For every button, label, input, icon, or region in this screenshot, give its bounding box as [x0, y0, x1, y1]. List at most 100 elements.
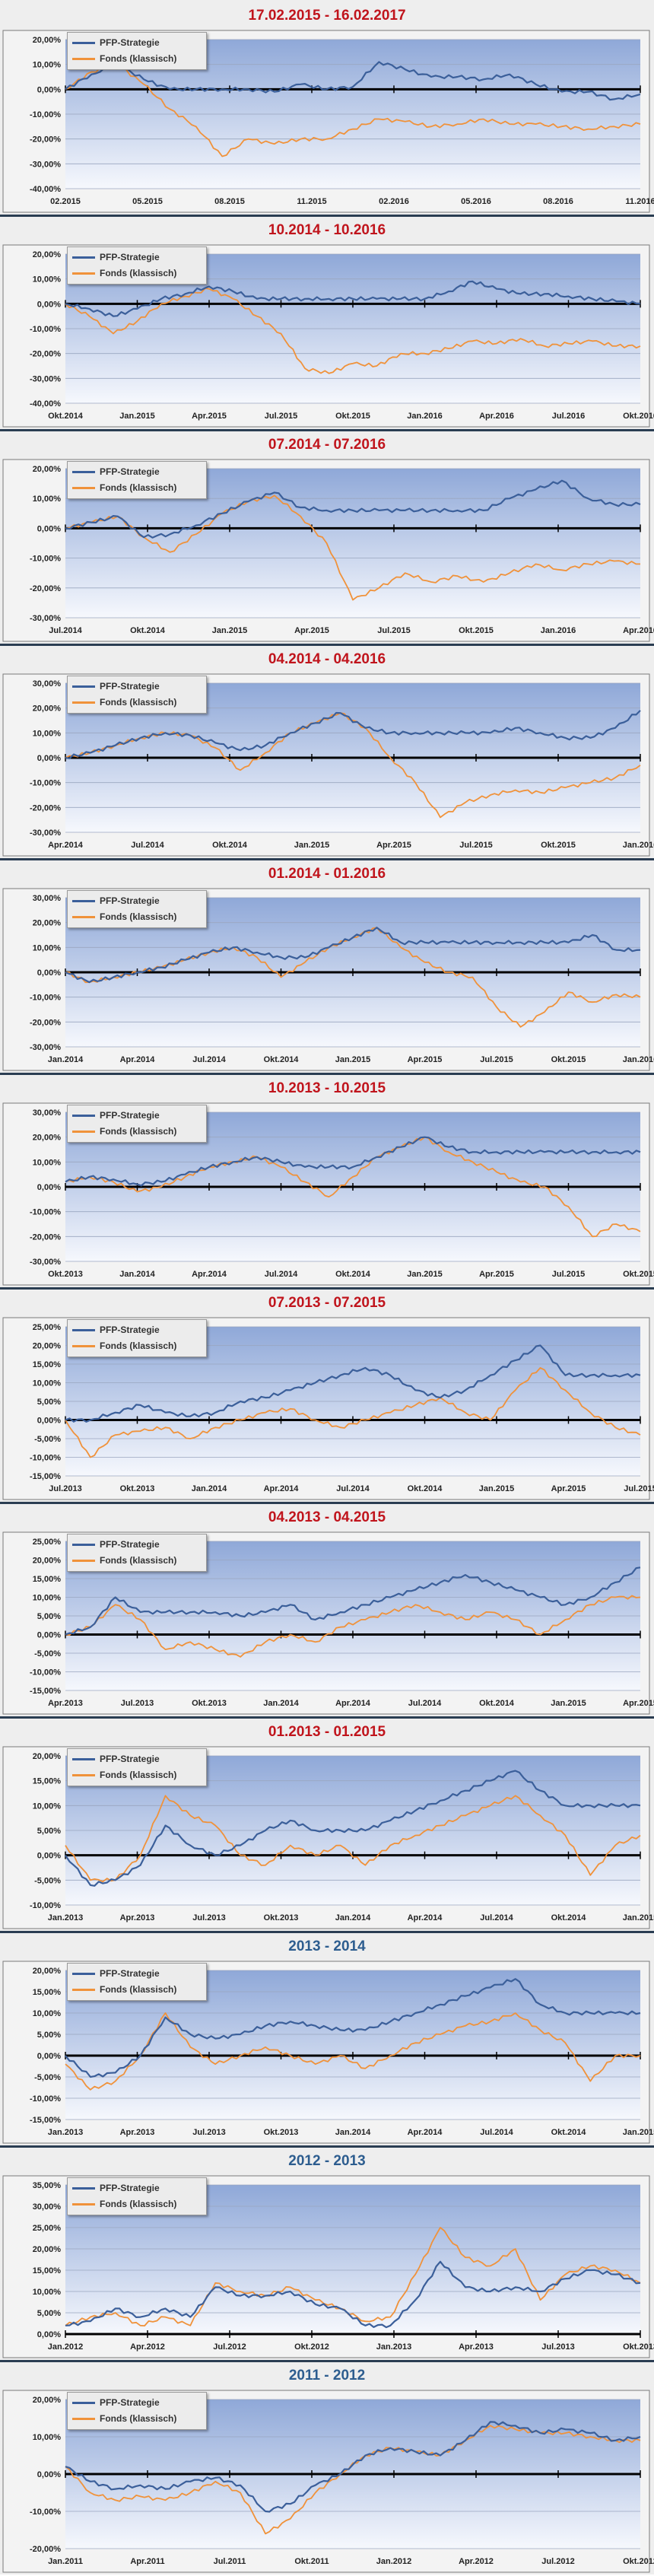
x-tick-label: Apr.2013 — [48, 1699, 83, 1708]
x-tick-label: Jan.2011 — [48, 2557, 83, 2566]
x-tick-label: Jan.2016 — [541, 626, 576, 635]
chart-section: 07.2014 - 07.2016 20,00% 10,00% 0,00% -10,00… — [0, 429, 654, 644]
y-tick-label: 15,00% — [33, 1575, 62, 1584]
y-tick-label: 10,00% — [33, 2433, 62, 2442]
legend-label: PFP-Strategie — [100, 1968, 160, 1979]
legend-item-fund: Fonds (klassisch) — [72, 911, 176, 924]
chart-title: 01.2014 - 01.2016 — [268, 866, 386, 882]
y-tick-label: -10,00% — [30, 2094, 61, 2104]
legend-label: Fonds (klassisch) — [100, 268, 177, 278]
x-tick-label: Jul.2014 — [480, 2128, 513, 2137]
series-line-strategy — [65, 710, 641, 759]
y-tick-label: 25,00% — [33, 1538, 62, 1547]
legend-label: Fonds (klassisch) — [100, 697, 177, 708]
y-tick-label: -10,00% — [30, 1208, 61, 1217]
x-tick-label: 05.2016 — [461, 197, 491, 206]
y-tick-label: 35,00% — [33, 2181, 62, 2190]
series-line-strategy — [65, 1978, 641, 2078]
legend-swatch — [72, 2203, 95, 2206]
y-tick-label: 0,00% — [37, 754, 61, 763]
x-tick-label: Jul.2014 — [49, 626, 82, 635]
y-tick-label: 0,00% — [37, 1183, 61, 1192]
legend-label: PFP-Strategie — [100, 681, 160, 692]
x-tick-label: 11.2016 — [625, 197, 654, 206]
x-tick-label: Jan.2014 — [192, 1484, 227, 1493]
y-tick-label: -30,00% — [30, 1043, 61, 1052]
series-line-fund — [65, 1367, 641, 1458]
x-tick-label: Okt.2014 — [479, 1699, 515, 1708]
x-tick-label: Jan.2015 — [623, 2128, 654, 2137]
legend-swatch — [72, 42, 95, 45]
legend-item-strategy: PFP-Strategie — [72, 252, 160, 264]
x-tick-label: Jul.2012 — [213, 2342, 246, 2352]
x-tick-label: Jan.2015 — [335, 1055, 370, 1064]
legend: PFP-Strategie Fonds (klassisch) — [67, 2392, 207, 2430]
legend-swatch — [72, 916, 95, 919]
x-tick-label: Jan.2015 — [212, 626, 247, 635]
section-separator — [0, 2360, 654, 2362]
y-tick-label: 0,00% — [37, 968, 61, 978]
x-tick-label: Jul.2014 — [265, 1270, 298, 1279]
y-tick-label: 15,00% — [33, 1360, 62, 1369]
x-tick-label: Jan.2015 — [119, 412, 154, 421]
y-tick-label: -20,00% — [30, 584, 61, 593]
y-tick-label: 10,00% — [33, 2288, 62, 2297]
chart-section: 10.2014 - 10.2016 20,00% 10,00% 0,00% -10,00… — [0, 215, 654, 429]
y-tick-label: 15,00% — [33, 1988, 62, 1997]
series-line-fund — [65, 1136, 641, 1238]
legend-swatch — [72, 1973, 95, 1976]
y-tick-label: 20,00% — [33, 250, 62, 259]
legend-label: PFP-Strategie — [100, 1110, 160, 1121]
legend-label: Fonds (klassisch) — [100, 1984, 177, 1995]
series-line-strategy — [65, 1770, 641, 1887]
x-tick-label: Okt.2014 — [130, 626, 166, 635]
legend-swatch — [72, 685, 95, 689]
legend-label: PFP-Strategie — [100, 2397, 160, 2408]
x-tick-label: Okt.2011 — [294, 2557, 329, 2566]
x-tick-label: Apr.2015 — [192, 412, 227, 421]
series-line-strategy — [65, 2421, 641, 2513]
x-tick-label: 02.2016 — [379, 197, 409, 206]
legend-swatch — [72, 471, 95, 474]
y-tick-label: 5,00% — [37, 1612, 61, 1621]
chart-section: 07.2013 - 07.2015 25,00% 20,00% 15,00% 10,00… — [0, 1287, 654, 1502]
x-tick-label: Jan.2012 — [376, 2557, 411, 2566]
x-tick-label: Jul.2015 — [377, 626, 410, 635]
y-tick-label: 10,00% — [33, 943, 62, 952]
x-tick-label: Apr.2014 — [408, 2128, 443, 2137]
x-tick-label: Apr.2014 — [48, 841, 84, 850]
legend-label: PFP-Strategie — [100, 1539, 160, 1550]
series-line-fund — [65, 1795, 641, 1883]
x-tick-label: Jan.2015 — [479, 1484, 514, 1493]
y-tick-label: -30,00% — [30, 828, 61, 838]
y-tick-label: 20,00% — [33, 1752, 62, 1761]
chart-title: 07.2013 - 07.2015 — [268, 1295, 386, 1311]
section-separator — [0, 1287, 654, 1290]
x-tick-label: Apr.2016 — [623, 626, 654, 635]
legend-swatch — [72, 58, 95, 61]
y-tick-label: 10,00% — [33, 1379, 62, 1388]
x-tick-label: Apr.2014 — [192, 1270, 227, 1279]
y-tick-label: -5,00% — [34, 1876, 61, 1885]
y-tick-label: -20,00% — [30, 803, 61, 813]
x-tick-label: Apr.2016 — [479, 412, 514, 421]
x-tick-label: Okt.2013 — [264, 1913, 299, 1922]
legend-item-fund: Fonds (klassisch) — [72, 1340, 176, 1353]
legend-item-strategy: PFP-Strategie — [72, 1325, 160, 1337]
series-line-strategy — [65, 280, 641, 317]
y-tick-label: 10,00% — [33, 495, 62, 504]
series-line-strategy — [65, 927, 641, 984]
y-tick-label: 10,00% — [33, 1594, 62, 1603]
legend-item-strategy: PFP-Strategie — [72, 681, 160, 693]
legend: PFP-Strategie Fonds (klassisch) — [67, 1748, 207, 1786]
x-tick-label: Okt.2015 — [551, 1055, 586, 1064]
legend: PFP-Strategie Fonds (klassisch) — [67, 1105, 207, 1143]
legend-swatch — [72, 900, 95, 903]
y-tick-label: 15,00% — [33, 1777, 62, 1786]
x-tick-label: 02.2015 — [50, 197, 81, 206]
series-line-fund — [65, 2425, 641, 2535]
x-tick-label: Apr.2013 — [120, 2128, 155, 2137]
chart-title: 17.02.2015 - 16.02.2017 — [248, 8, 406, 24]
x-tick-label: Okt.2014 — [551, 1913, 587, 1922]
